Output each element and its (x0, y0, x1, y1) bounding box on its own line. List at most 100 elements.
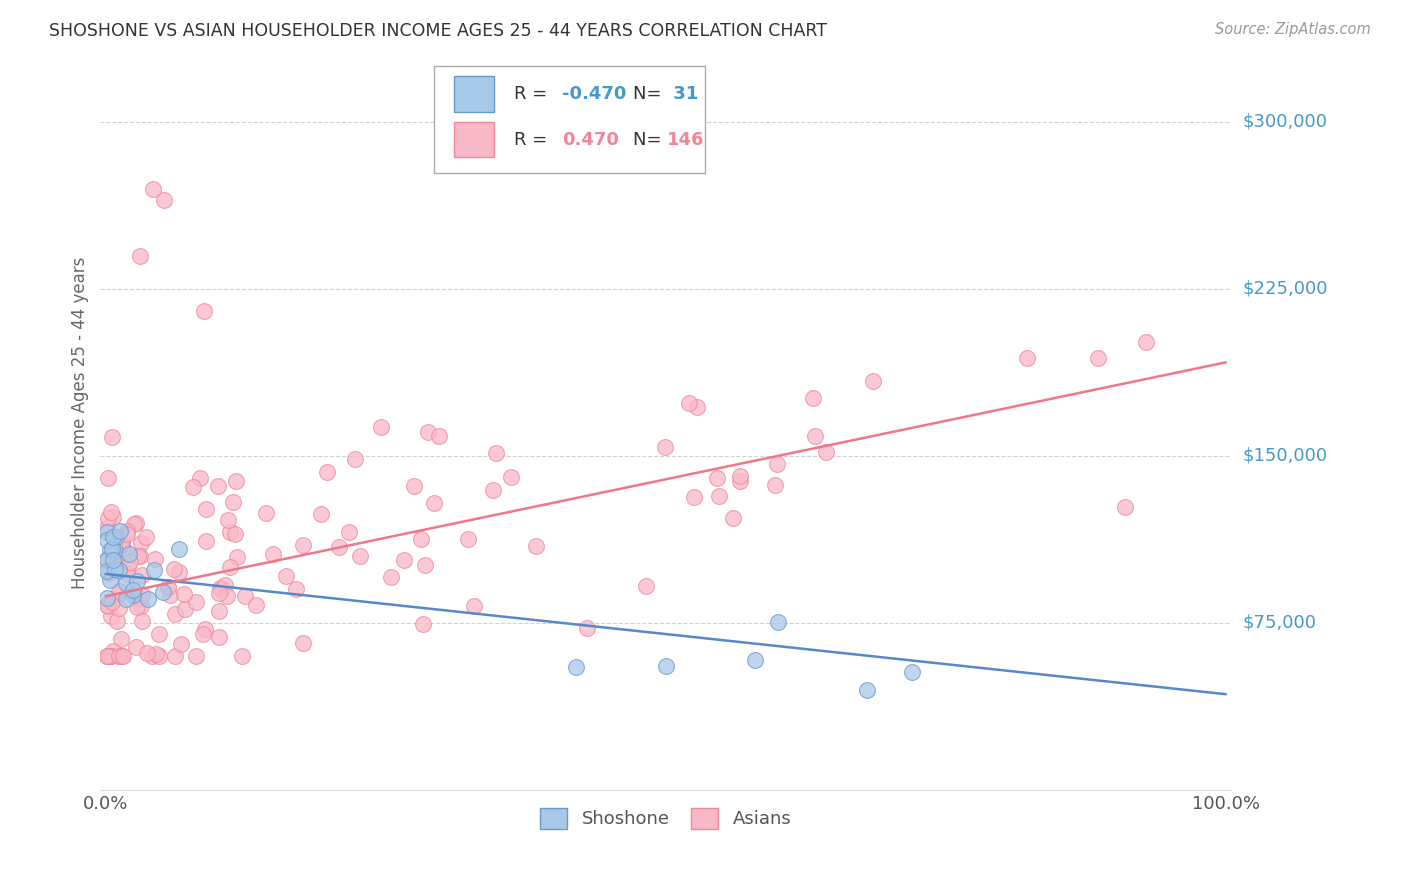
Point (226, 550, 249, 565)
Text: 31: 31 (666, 85, 699, 103)
Text: SHOSHONE VS ASIAN HOUSEHOLDER INCOME AGES 25 - 44 YEARS CORRELATION CHART: SHOSHONE VS ASIAN HOUSEHOLDER INCOME AGE… (49, 22, 827, 40)
Point (122, 516, 145, 531)
Point (682, 491, 704, 505)
Point (131, 599, 153, 613)
Point (165, 607, 187, 621)
Point (429, 428, 451, 442)
Point (115, 567, 138, 582)
Point (169, 541, 191, 556)
Point (141, 649, 163, 664)
Point (291, 538, 314, 552)
Point (120, 555, 142, 569)
Text: R =: R = (515, 85, 553, 103)
Point (349, 549, 371, 563)
Bar (454, 77, 494, 112)
Point (173, 587, 195, 601)
Point (173, 602, 195, 616)
Point (814, 445, 837, 459)
Point (110, 632, 132, 647)
Point (96, 598, 118, 612)
Point (96, 552, 118, 566)
Point (129, 536, 152, 550)
Point (104, 544, 127, 558)
Point (129, 549, 152, 564)
Point (804, 429, 827, 443)
Point (233, 589, 256, 603)
Point (214, 578, 236, 592)
Point (101, 644, 124, 658)
Point (96, 649, 118, 664)
Point (686, 400, 709, 414)
Point (291, 635, 314, 649)
Point (194, 622, 217, 636)
Point (194, 533, 217, 548)
Point (96, 552, 118, 566)
Point (163, 649, 186, 664)
Point (104, 540, 127, 554)
Point (145, 648, 167, 662)
Point (115, 524, 138, 539)
Point (208, 630, 231, 644)
Point (128, 591, 150, 605)
Point (801, 392, 824, 406)
Point (163, 562, 186, 576)
Point (115, 527, 138, 541)
Point (96, 524, 118, 539)
Point (217, 513, 239, 527)
Point (901, 665, 924, 679)
Point (457, 532, 479, 546)
Point (148, 649, 170, 664)
Point (219, 560, 242, 574)
Point (1087, 351, 1109, 365)
Point (131, 614, 153, 628)
Point (117, 558, 139, 573)
Point (152, 193, 174, 207)
Point (418, 425, 440, 440)
Point (413, 558, 436, 572)
Point (105, 530, 128, 544)
Point (524, 539, 547, 553)
Point (404, 479, 426, 493)
Point (142, 563, 165, 577)
Point (1114, 500, 1136, 514)
Point (194, 502, 217, 516)
Point (501, 470, 523, 484)
Point (101, 510, 124, 524)
Point (98, 649, 121, 664)
Point (188, 471, 211, 485)
Point (121, 588, 143, 602)
Point (262, 547, 284, 561)
Point (97, 471, 120, 485)
Point (98, 573, 121, 587)
Point (728, 474, 751, 488)
Text: Source: ZipAtlas.com: Source: ZipAtlas.com (1215, 22, 1371, 37)
Point (108, 563, 131, 577)
Text: N=: N= (633, 130, 668, 149)
Point (706, 471, 728, 485)
Point (111, 649, 134, 664)
Point (284, 582, 307, 596)
Point (169, 565, 191, 579)
Point (101, 595, 124, 609)
Point (125, 574, 148, 588)
Point (565, 659, 588, 673)
Point (125, 640, 148, 654)
Point (184, 649, 207, 664)
Point (170, 637, 193, 651)
Point (766, 615, 789, 629)
Point (634, 579, 657, 593)
Point (766, 457, 789, 471)
Point (423, 496, 446, 510)
Point (100, 542, 122, 557)
Text: N=: N= (633, 85, 668, 103)
Point (148, 627, 170, 641)
Point (370, 420, 392, 434)
Point (576, 621, 599, 635)
Point (678, 395, 700, 409)
Point (254, 506, 277, 520)
Point (328, 540, 350, 554)
Point (136, 592, 159, 607)
Point (707, 489, 730, 503)
Point (96, 591, 118, 606)
Point (723, 511, 745, 525)
